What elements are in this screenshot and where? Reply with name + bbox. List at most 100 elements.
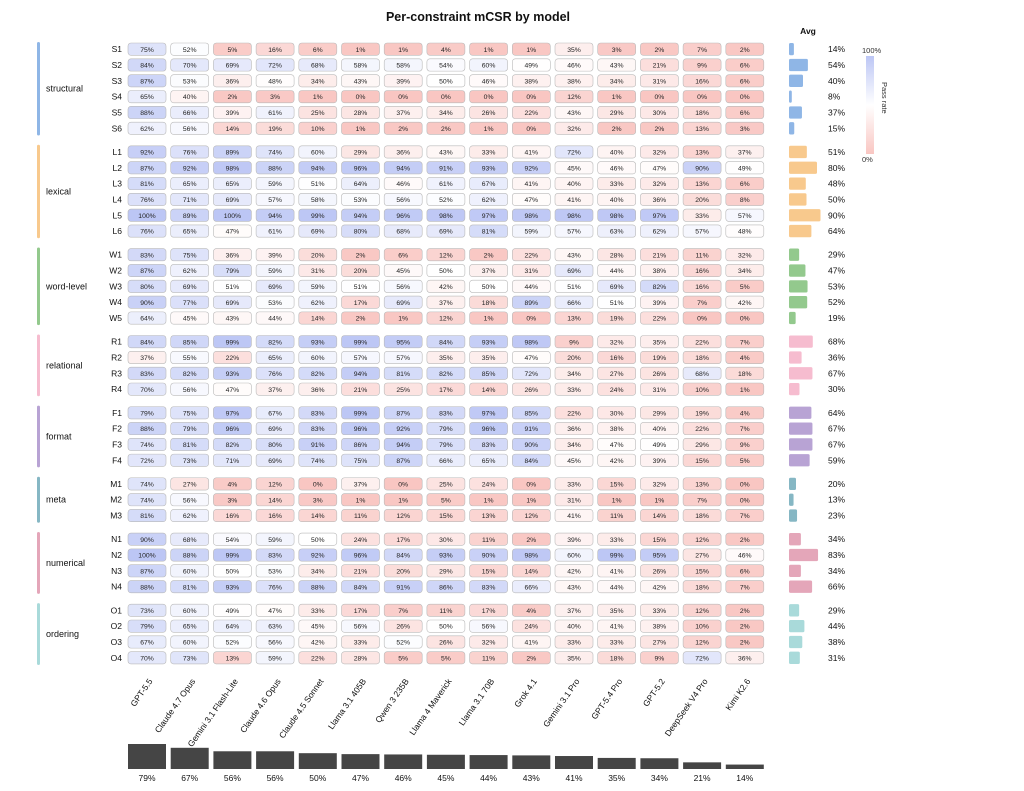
cell-r4-12 (640, 382, 679, 396)
cell-n3-1 (170, 564, 209, 578)
cell-value: 0% (441, 94, 451, 101)
cell-s4-13 (682, 90, 722, 104)
cell-w3-3 (255, 279, 295, 293)
cell-w1-8 (469, 248, 508, 262)
avg-bar-n1 (789, 533, 801, 546)
cell-value: 16% (226, 513, 240, 520)
cell-value: 5% (398, 655, 408, 662)
cell-f3-9 (511, 437, 551, 451)
cell-value: 7% (697, 300, 707, 307)
cell-value: 97% (482, 410, 496, 417)
cell-s5-6 (383, 106, 423, 119)
cell-value: 39% (653, 300, 667, 307)
avg-bar-o3 (789, 635, 803, 649)
cell-n3-3 (255, 564, 295, 578)
cell-value: 2% (356, 252, 366, 259)
model-total-value: 21% (694, 773, 711, 783)
cell-o2-11 (597, 619, 637, 633)
cell-s1-3 (255, 42, 295, 56)
cell-n1-1 (170, 532, 209, 546)
cell-value: 47% (653, 165, 667, 172)
cell-m3-11 (597, 509, 637, 523)
cell-o4-14 (725, 651, 765, 665)
cell-value: 28% (610, 252, 624, 259)
cell-value: 29% (695, 442, 709, 449)
cell-value: 52% (396, 640, 410, 647)
cell-value: 7% (740, 513, 750, 520)
cell-value: 62% (183, 513, 197, 520)
cell-value: 83% (311, 410, 325, 417)
cell-value: 34% (610, 78, 624, 85)
cell-value: 32% (653, 150, 667, 157)
row-label-f2: F2 (112, 424, 122, 434)
model-label-10: Gemini 3.1 Pro (541, 676, 582, 728)
cell-value: 9% (654, 655, 664, 662)
cell-value: 36% (738, 655, 752, 662)
cell-n2-2 (213, 548, 252, 562)
model-total-value: 35% (608, 773, 625, 783)
cell-w1-5 (341, 248, 380, 262)
cell-l5-1 (170, 208, 209, 222)
cell-l5-4 (298, 208, 338, 222)
cell-w4-7 (426, 295, 466, 309)
cell-s6-4 (298, 121, 338, 135)
cell-s6-9 (511, 121, 551, 135)
cell-value: 49% (524, 63, 538, 70)
cell-l2-13 (682, 161, 722, 175)
cell-r4-7 (426, 382, 466, 396)
cell-value: 42% (439, 284, 453, 291)
cell-l1-2 (213, 145, 252, 159)
row-label-s4: S4 (112, 92, 123, 102)
cell-value: 1% (654, 497, 664, 504)
cell-value: 26% (439, 640, 453, 647)
cell-w4-3 (255, 295, 295, 309)
cell-value: 2% (654, 47, 664, 54)
cell-n4-1 (170, 580, 209, 594)
cell-value: 36% (311, 387, 325, 394)
cell-value: 68% (396, 229, 410, 236)
cell-value: 94% (354, 371, 368, 378)
avg-value: 30% (828, 384, 845, 394)
cell-l1-5 (341, 145, 380, 159)
row-label-n3: N3 (111, 566, 122, 576)
model-total-value: 14% (736, 773, 753, 783)
cell-value: 26% (653, 568, 667, 575)
cell-s6-13 (682, 121, 722, 135)
row-label-s2: S2 (112, 60, 123, 70)
cell-m3-0 (127, 509, 167, 523)
cell-w4-11 (597, 295, 637, 309)
row-label-s3: S3 (112, 76, 123, 86)
cell-value: 75% (183, 410, 197, 417)
cell-f4-11 (597, 453, 637, 467)
cell-f3-4 (298, 437, 338, 451)
cell-w1-1 (170, 248, 209, 262)
model-total-bars: 79% 67% 56% 56% 50% 47% 46% 45% 44% 43% 41% 35% 34% 2… (128, 744, 764, 783)
cell-value: 1% (526, 47, 536, 54)
cell-value: 10% (695, 387, 709, 394)
cell-value: 0% (740, 482, 750, 489)
cell-f1-13 (682, 406, 722, 420)
cell-w5-4 (298, 311, 338, 325)
cell-m2-1 (170, 493, 209, 507)
cell-s2-0 (127, 58, 167, 72)
avg-bar-f3 (789, 438, 813, 451)
cell-f4-6 (383, 453, 423, 467)
cell-value: 1% (313, 94, 323, 101)
cell-r1-10 (554, 335, 594, 349)
cell-s2-3 (255, 58, 295, 72)
cell-r4-3 (255, 382, 295, 396)
cell-r4-9 (511, 382, 551, 396)
cell-value: 29% (653, 410, 667, 417)
cell-o2-9 (511, 619, 551, 633)
cell-f2-14 (725, 422, 765, 436)
cell-f3-11 (597, 437, 637, 451)
cell-value: 76% (140, 229, 154, 236)
cell-value: 1% (356, 497, 366, 504)
cell-l2-12 (640, 161, 679, 175)
cell-value: 45% (567, 458, 581, 465)
cell-n2-7 (426, 548, 466, 562)
avg-bar-l5 (789, 209, 821, 222)
cell-r2-13 (682, 351, 722, 364)
cell-r3-6 (383, 366, 423, 380)
cell-value: 37% (268, 387, 282, 394)
